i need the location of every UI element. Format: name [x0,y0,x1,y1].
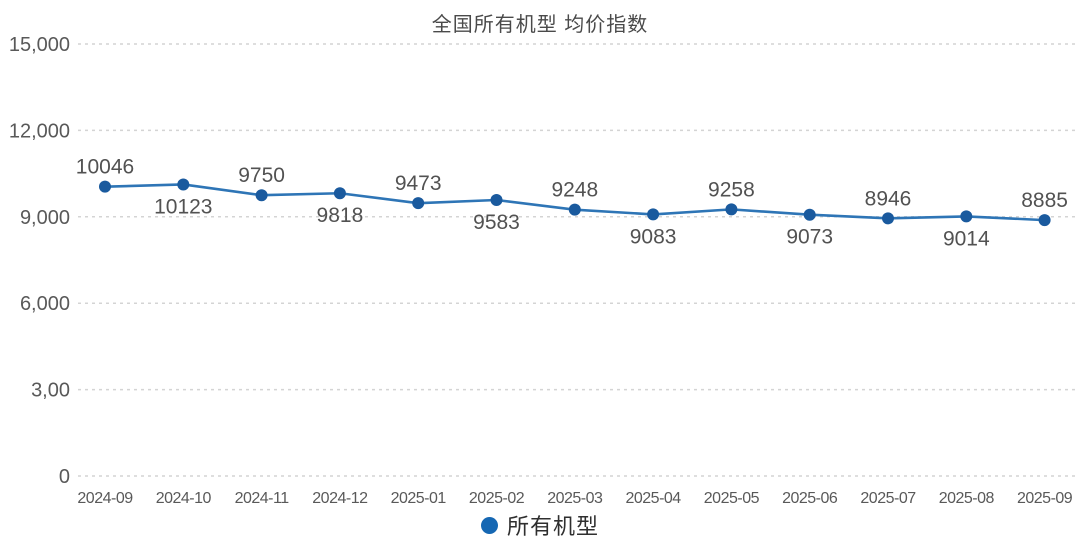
data-point [333,187,346,200]
data-label: 9473 [395,172,442,195]
x-tick-label: 2025-09 [1017,490,1073,507]
x-tick-label: 2025-02 [469,490,525,507]
y-tick-label: 15,000 [9,34,70,56]
x-tick-label: 2024-11 [235,490,290,507]
data-label: 9014 [943,227,990,250]
data-point [647,208,660,221]
x-tick-label: 2025-01 [391,490,447,507]
data-label: 9073 [786,226,833,249]
data-label: 9258 [708,178,755,201]
data-label: 8946 [865,187,912,210]
x-tick-label: 2025-08 [939,490,995,507]
data-label: 10123 [154,195,212,218]
data-point [725,203,738,216]
data-label: 9583 [473,211,520,234]
x-tick-label: 2025-07 [860,490,916,507]
x-tick-label: 2024-12 [312,490,368,507]
data-point [177,178,190,191]
data-point [882,212,894,225]
data-label: 10046 [76,156,134,179]
legend-marker-icon [480,516,498,534]
data-point [803,208,816,221]
data-label: 8885 [1021,189,1068,212]
x-tick-label: 2025-06 [782,490,838,507]
data-label: 9818 [317,204,364,227]
data-point [490,194,503,207]
legend-label: 所有机型 [506,514,599,539]
data-point [255,189,268,202]
y-tick-label: 0 [59,466,70,488]
legend-item[interactable]: 所有机型 [0,509,1080,541]
x-tick-label: 2025-03 [547,490,603,507]
data-label: 9083 [630,225,677,248]
chart-title: 全国所有机型 均价指数 [431,14,649,36]
x-tick-label: 2024-09 [77,490,133,507]
data-point [568,203,581,216]
data-point [412,197,425,210]
y-tick-label: 3,00 [31,380,70,402]
data-point [99,180,111,193]
x-tick-label: 2025-05 [704,490,760,507]
data-point [1038,214,1051,227]
data-label: 9248 [551,179,598,202]
x-tick-label: 2025-04 [625,490,681,507]
y-tick-label: 12,000 [9,120,70,142]
data-label: 9750 [238,164,285,187]
x-tick-label: 2024-10 [156,490,212,507]
y-tick-label: 9,000 [20,207,70,229]
y-tick-label: 6,000 [20,293,70,315]
data-point [960,210,973,223]
